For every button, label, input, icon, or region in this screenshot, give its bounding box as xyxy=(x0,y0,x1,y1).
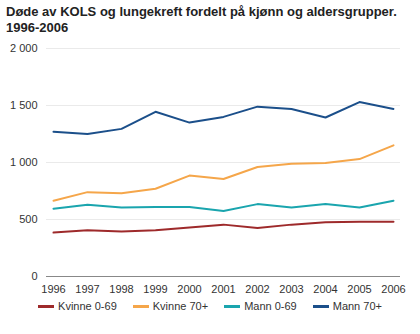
html-text:Mann 0-69: Mann 0-69 xyxy=(244,300,297,312)
svg-text:2006: 2006 xyxy=(381,283,405,295)
html-text:Døde av KOLS og lungekreft for: Døde av KOLS og lungekreft fordelt på kj… xyxy=(6,4,397,35)
svg-text:1996: 1996 xyxy=(41,283,65,295)
svg-text:1 000: 1 000 xyxy=(10,156,38,168)
html-text:Mann 70+: Mann 70+ xyxy=(332,300,382,312)
svg-text:1 500: 1 500 xyxy=(10,99,38,111)
svg-text:2000: 2000 xyxy=(177,283,201,295)
svg-text:2005: 2005 xyxy=(347,283,371,295)
html-text:Kvinne 0-69: Kvinne 0-69 xyxy=(58,300,117,312)
svg-text:1997: 1997 xyxy=(75,283,99,295)
svg-text:1999: 1999 xyxy=(143,283,167,295)
svg-text:0: 0 xyxy=(31,270,37,282)
svg-text:2002: 2002 xyxy=(245,283,269,295)
svg-text:1998: 1998 xyxy=(109,283,133,295)
svg-text:500: 500 xyxy=(19,213,37,225)
svg-text:2001: 2001 xyxy=(211,283,235,295)
svg-text:2004: 2004 xyxy=(313,283,337,295)
html-text:Kvinne 70+: Kvinne 70+ xyxy=(152,300,209,312)
svg-text:2003: 2003 xyxy=(279,283,303,295)
svg-text:2 000: 2 000 xyxy=(10,42,38,54)
